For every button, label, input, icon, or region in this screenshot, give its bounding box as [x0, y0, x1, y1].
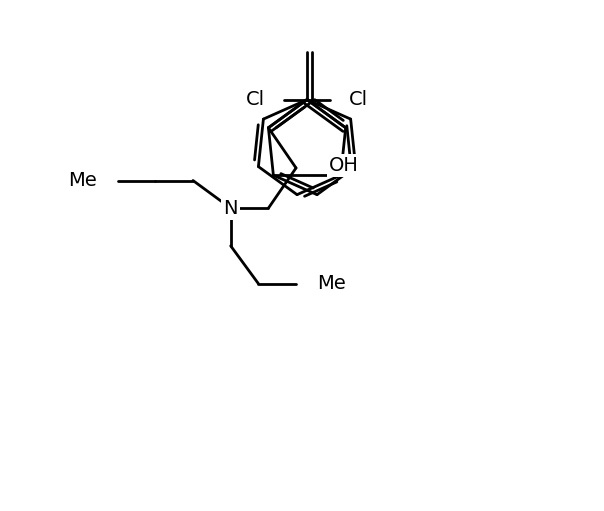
Text: N: N — [223, 199, 238, 218]
Text: Cl: Cl — [246, 90, 265, 109]
Text: OH: OH — [329, 156, 359, 175]
Text: Me: Me — [68, 171, 97, 190]
Text: Cl: Cl — [349, 90, 368, 109]
Text: Me: Me — [317, 274, 346, 293]
